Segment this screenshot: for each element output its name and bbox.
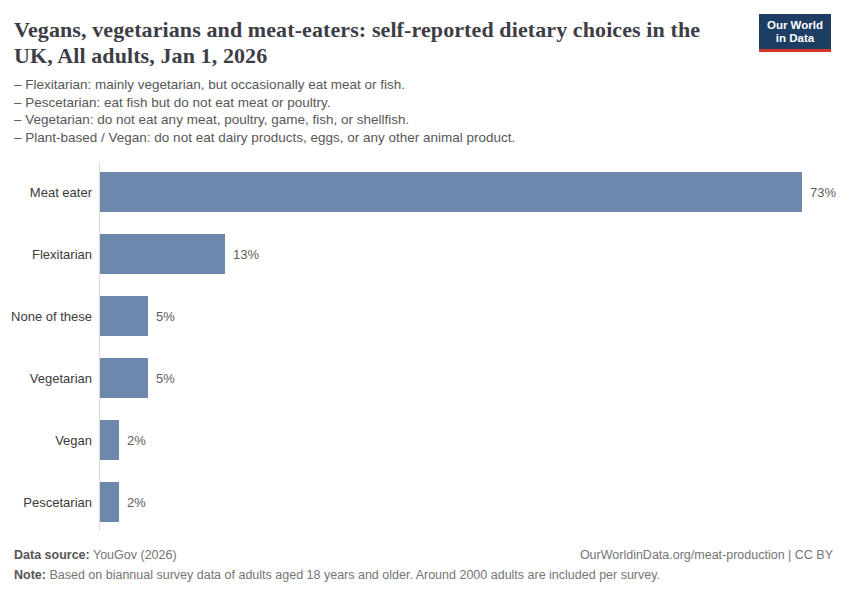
- bar-area: 2%: [100, 482, 850, 522]
- bar-area: 5%: [100, 358, 850, 398]
- bar-row: Vegetarian 5%: [0, 358, 850, 398]
- chart-page: Vegans, vegetarians and meat-eaters: sel…: [0, 0, 850, 600]
- footer-sources-row: Data source: YouGov (2026) OurWorldinDat…: [14, 548, 833, 562]
- value-label: 2%: [127, 433, 146, 448]
- category-label: Pescetarian: [0, 495, 92, 510]
- bar-rows-container: Meat eater 73% Flexitarian 13% None of these…: [0, 172, 850, 522]
- bar[interactable]: [100, 420, 119, 460]
- bar-area: 13%: [100, 234, 850, 274]
- owid-logo: Our World in Data: [759, 14, 831, 52]
- data-source-value: YouGov (2026): [90, 548, 177, 562]
- chart-footer: Data source: YouGov (2026) OurWorldinDat…: [14, 548, 833, 582]
- category-label: Flexitarian: [0, 247, 92, 262]
- value-label: 5%: [156, 309, 175, 324]
- chart-subtitle: – Flexitarian: mainly vegetarian, but oc…: [14, 76, 836, 146]
- bar-row: Flexitarian 13%: [0, 234, 850, 274]
- category-label: Vegetarian: [0, 371, 92, 386]
- owid-logo-line1: Our World: [767, 19, 823, 32]
- bar[interactable]: [100, 296, 148, 336]
- bar[interactable]: [100, 482, 119, 522]
- category-label: None of these: [0, 309, 92, 324]
- owid-logo-line2: in Data: [767, 32, 823, 45]
- bar[interactable]: [100, 172, 802, 212]
- subtitle-line-pescetarian: – Pescetarian: eat fish but do not eat m…: [14, 94, 836, 112]
- attribution-link[interactable]: OurWorldinData.org/meat-production | CC …: [580, 548, 833, 562]
- value-label: 73%: [810, 185, 836, 200]
- bar-area: 2%: [100, 420, 850, 460]
- bar-chart: Meat eater 73% Flexitarian 13% None of these…: [0, 162, 850, 530]
- data-source-label: Data source:: [14, 548, 90, 562]
- footer-note: Note: Based on biannual survey data of a…: [14, 568, 833, 582]
- data-source: Data source: YouGov (2026): [14, 548, 177, 562]
- bar[interactable]: [100, 234, 225, 274]
- category-label: Meat eater: [0, 185, 92, 200]
- bar-row: Vegan 2%: [0, 420, 850, 460]
- bar-area: 5%: [100, 296, 850, 336]
- value-label: 2%: [127, 495, 146, 510]
- bar-area: 73%: [100, 172, 850, 212]
- subtitle-line-flexitarian: – Flexitarian: mainly vegetarian, but oc…: [14, 76, 836, 94]
- bar-row: Meat eater 73%: [0, 172, 850, 212]
- bar-row: None of these 5%: [0, 296, 850, 336]
- y-axis-line: [99, 162, 100, 530]
- bar[interactable]: [100, 358, 148, 398]
- category-label: Vegan: [0, 433, 92, 448]
- chart-header: Vegans, vegetarians and meat-eaters: sel…: [0, 0, 850, 146]
- note-value: Based on biannual survey data of adults …: [46, 568, 660, 582]
- value-label: 5%: [156, 371, 175, 386]
- value-label: 13%: [233, 247, 259, 262]
- page-title: Vegans, vegetarians and meat-eaters: sel…: [14, 17, 734, 69]
- note-label: Note:: [14, 568, 46, 582]
- subtitle-line-vegetarian: – Vegetarian: do not eat any meat, poult…: [14, 111, 836, 129]
- subtitle-line-vegan: – Plant-based / Vegan: do not eat dairy …: [14, 129, 836, 147]
- bar-row: Pescetarian 2%: [0, 482, 850, 522]
